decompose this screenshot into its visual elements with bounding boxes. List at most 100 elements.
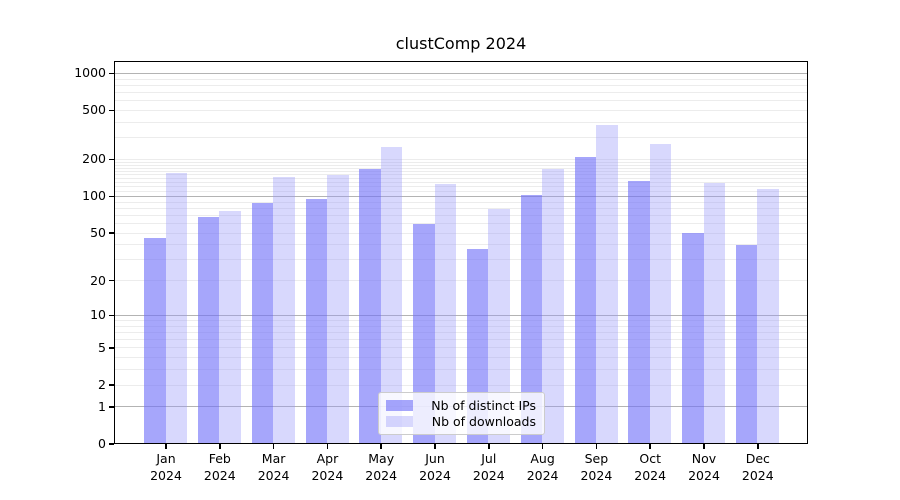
x-tick-mark <box>165 444 167 449</box>
chart-title: clustComp 2024 <box>395 34 527 53</box>
x-tick-label: Oct 2024 <box>618 451 682 484</box>
minor-gridline <box>115 207 807 209</box>
bar-distinct-ips <box>520 194 543 443</box>
x-tick-label: Mar 2024 <box>242 451 306 484</box>
y-tick-mark <box>109 314 114 317</box>
month-label: May <box>368 451 395 466</box>
minor-gridline <box>115 78 807 80</box>
minor-gridline <box>115 214 807 216</box>
minor-gridline <box>115 190 807 192</box>
year-label: 2024 <box>419 467 451 483</box>
x-tick-label: Jul 2024 <box>457 451 521 484</box>
legend-swatch <box>386 399 413 411</box>
minor-gridline <box>115 167 807 169</box>
minor-gridline <box>115 170 807 172</box>
bar-downloads <box>434 183 457 443</box>
y-tick-mark <box>109 109 114 112</box>
month-label: Jul <box>481 451 497 466</box>
minor-gridline <box>115 244 807 246</box>
minor-gridline <box>115 159 807 161</box>
bar-downloads <box>703 183 726 443</box>
x-tick-mark <box>219 444 221 449</box>
x-tick-label: Jan 2024 <box>134 451 198 484</box>
x-tick-mark <box>649 444 651 449</box>
y-tick-mark <box>109 384 114 386</box>
major-gridline <box>115 314 807 316</box>
x-tick-mark <box>434 444 436 449</box>
bar-downloads <box>488 209 510 443</box>
month-label: Feb <box>208 451 231 466</box>
legend-swatch <box>386 416 413 428</box>
month-label: Nov <box>691 451 717 466</box>
minor-gridline <box>115 280 807 282</box>
minor-gridline <box>115 84 807 86</box>
y-tick-label: 20 <box>90 272 106 288</box>
month-label: Jun <box>425 451 445 466</box>
minor-gridline <box>115 259 807 261</box>
y-tick-label: 500 <box>82 102 106 118</box>
bar-distinct-ips <box>197 216 220 443</box>
minor-gridline <box>115 100 807 102</box>
x-tick-label: Jun 2024 <box>403 451 467 484</box>
minor-gridline <box>115 92 807 94</box>
bar-downloads <box>649 144 672 443</box>
year-label: 2024 <box>365 467 398 483</box>
y-tick-label: 1000 <box>74 65 106 81</box>
x-tick-label: Feb 2024 <box>188 451 252 484</box>
legend-row: Nb of distinct IPs <box>386 398 536 413</box>
minor-gridline <box>115 161 807 163</box>
year-label: 2024 <box>257 467 290 483</box>
x-tick-label: Sep 2024 <box>564 451 628 484</box>
x-tick-mark <box>541 444 544 449</box>
y-tick-mark <box>109 347 114 349</box>
x-tick-label: Nov 2024 <box>672 451 736 484</box>
y-tick-mark <box>109 158 114 161</box>
x-tick-label: Aug 2024 <box>511 451 575 484</box>
year-label: 2024 <box>150 467 182 483</box>
bar-downloads <box>542 169 564 443</box>
year-label: 2024 <box>472 467 505 483</box>
minor-gridline <box>115 178 807 180</box>
x-tick-mark <box>380 444 382 449</box>
plot-area <box>114 61 808 444</box>
minor-gridline <box>115 357 807 359</box>
minor-gridline <box>115 121 807 123</box>
bar-downloads <box>165 173 188 443</box>
minor-gridline <box>115 320 807 322</box>
bar-distinct-ips <box>413 224 435 443</box>
x-tick-mark <box>595 444 598 449</box>
y-tick-label: 2 <box>98 377 106 393</box>
y-tick-label: 100 <box>82 188 106 204</box>
minor-gridline <box>115 384 807 386</box>
y-tick-label: 0 <box>98 436 106 451</box>
minor-gridline <box>115 110 807 112</box>
bar-distinct-ips <box>144 237 166 443</box>
minor-gridline <box>115 164 807 166</box>
y-tick-mark <box>109 443 114 445</box>
x-tick-mark <box>272 444 275 449</box>
bar-downloads <box>757 189 779 443</box>
minor-gridline <box>115 325 807 327</box>
y-tick-label: 1 <box>98 398 106 414</box>
legend: Nb of distinct IPs Nb of downloads <box>378 392 545 435</box>
x-tick-mark <box>488 444 490 449</box>
y-tick-label: 50 <box>90 225 106 241</box>
bar-distinct-ips <box>251 203 274 443</box>
bar-downloads <box>327 174 349 443</box>
year-label: 2024 <box>580 467 613 483</box>
minor-gridline <box>115 347 807 349</box>
bar-distinct-ips <box>305 198 327 443</box>
x-tick-label: Apr 2024 <box>295 451 359 484</box>
bar-downloads <box>596 124 618 443</box>
y-tick-label: 10 <box>90 307 106 323</box>
minor-gridline <box>115 223 807 225</box>
legend-label: Nb of downloads <box>431 414 536 430</box>
bar-downloads <box>273 176 295 443</box>
minor-gridline <box>115 369 807 371</box>
minor-gridline <box>115 232 807 234</box>
x-tick-label: Dec 2024 <box>726 451 790 484</box>
minor-gridline <box>115 182 807 183</box>
bar-distinct-ips <box>574 157 596 443</box>
x-tick-mark <box>326 444 329 449</box>
